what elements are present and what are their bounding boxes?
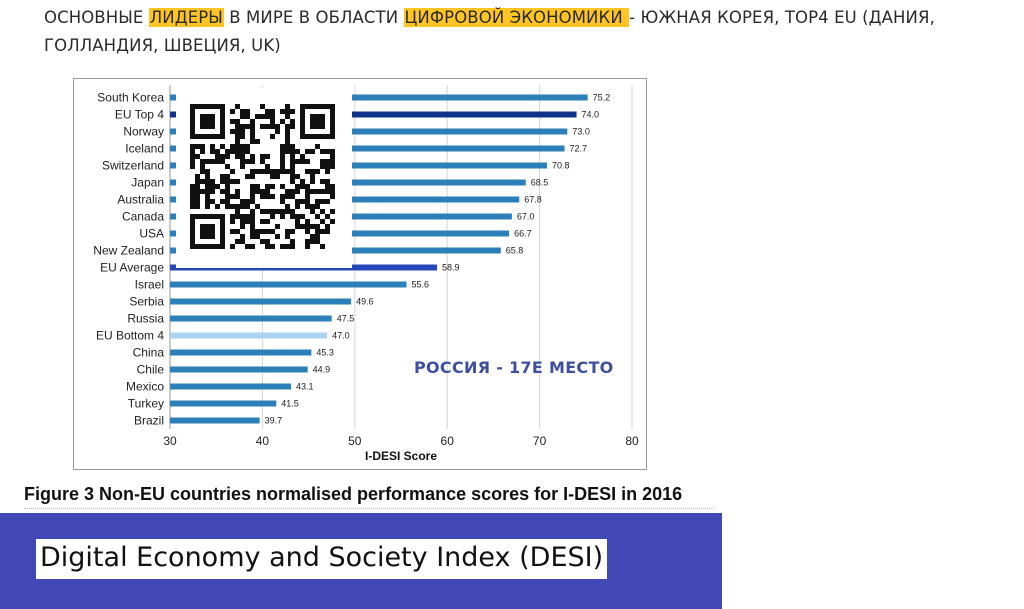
category-label: Japan	[131, 176, 164, 190]
page-heading: ОСНОВНЫЕ ЛИДЕРЫ В МИРЕ В ОБЛАСТИ ЦИФРОВО…	[44, 4, 1019, 60]
category-label: EU Bottom 4	[96, 329, 164, 343]
bar	[170, 349, 312, 356]
bar	[170, 298, 352, 305]
heading-text-2: В МИРЕ В ОБЛАСТИ	[223, 8, 404, 27]
category-label: Turkey	[128, 397, 164, 411]
banner-title: Digital Economy and Society Index (DESI)	[36, 539, 608, 579]
category-label: New Zealand	[93, 244, 164, 258]
value-label: 55.6	[412, 280, 430, 290]
bar	[170, 315, 332, 322]
heading-text-3: - ЮЖНАЯ КОРЕЯ, TOP4 EU (ДАНИЯ, ГОЛЛАНДИЯ…	[44, 8, 935, 55]
value-label: 39.7	[265, 416, 283, 426]
x-tick-label: 80	[625, 434, 639, 448]
value-label: 65.8	[506, 246, 524, 256]
category-label: South Korea	[97, 91, 164, 105]
category-label: Iceland	[125, 142, 164, 156]
bar	[170, 281, 407, 288]
russia-rank-annotation: РОССИЯ - 17Е МЕСТО	[414, 358, 614, 377]
chart-frame: South Korea 75.2 EU Top 4 74.0 Norway 73.0 Ice…	[73, 78, 647, 470]
bar	[170, 111, 577, 118]
value-label: 44.9	[313, 365, 331, 375]
value-label: 72.7	[570, 144, 588, 154]
value-label: 68.5	[531, 178, 549, 188]
category-label: EU Average	[100, 261, 164, 275]
value-label: 47.0	[332, 331, 350, 341]
bar	[170, 400, 277, 407]
value-label: 73.0	[572, 127, 590, 137]
value-label: 67.8	[524, 195, 542, 205]
category-label: Mexico	[126, 380, 164, 394]
value-label: 47.5	[337, 314, 355, 324]
x-tick-label: 30	[163, 434, 177, 448]
value-label: 43.1	[296, 382, 314, 392]
category-label: Norway	[123, 125, 164, 139]
x-tick-label: 70	[533, 434, 547, 448]
figure-caption: Figure 3 Non-EU countries normalised per…	[24, 484, 683, 504]
category-label: Australia	[117, 193, 164, 207]
value-label: 74.0	[582, 110, 600, 120]
title-banner: Digital Economy and Society Index (DESI)	[0, 513, 722, 609]
category-label: Israel	[135, 278, 164, 292]
bar-chart: South Korea 75.2 EU Top 4 74.0 Norway 73.0 Ice…	[93, 85, 639, 463]
bar	[170, 366, 308, 373]
value-label: 45.3	[316, 348, 334, 358]
bar	[170, 145, 565, 152]
bar	[170, 162, 547, 169]
x-axis-label: I-DESI Score	[365, 449, 437, 463]
value-label: 66.7	[514, 229, 532, 239]
category-label: EU Top 4	[115, 108, 164, 122]
x-tick-label: 50	[348, 434, 362, 448]
category-label: Switzerland	[102, 159, 164, 173]
qr-code-icon	[176, 88, 352, 268]
category-label: Chile	[137, 363, 165, 377]
value-label: 75.2	[593, 93, 611, 103]
value-label: 58.9	[442, 263, 460, 273]
x-tick-label: 40	[256, 434, 270, 448]
category-label: Serbia	[129, 295, 164, 309]
heading-text-1: ОСНОВНЫЕ	[44, 8, 149, 27]
category-label: Russia	[127, 312, 164, 326]
heading-highlight-digital-economy: ЦИФРОВОЙ ЭКОНОМИКИ	[403, 8, 630, 27]
category-label: Canada	[122, 210, 164, 224]
category-label: Brazil	[134, 414, 164, 428]
bar	[170, 128, 568, 135]
heading-highlight-leaders: ЛИДЕРЫ	[148, 8, 224, 27]
category-label: China	[133, 346, 165, 360]
bar	[170, 383, 292, 390]
category-label: USA	[139, 227, 164, 241]
caption-divider	[24, 508, 714, 510]
value-label: 70.8	[552, 161, 570, 171]
bar	[170, 332, 328, 339]
bar	[170, 94, 588, 101]
value-label: 41.5	[281, 399, 299, 409]
value-label: 67.0	[517, 212, 535, 222]
x-tick-label: 60	[441, 434, 455, 448]
value-label: 49.6	[356, 297, 374, 307]
bar	[170, 417, 260, 424]
